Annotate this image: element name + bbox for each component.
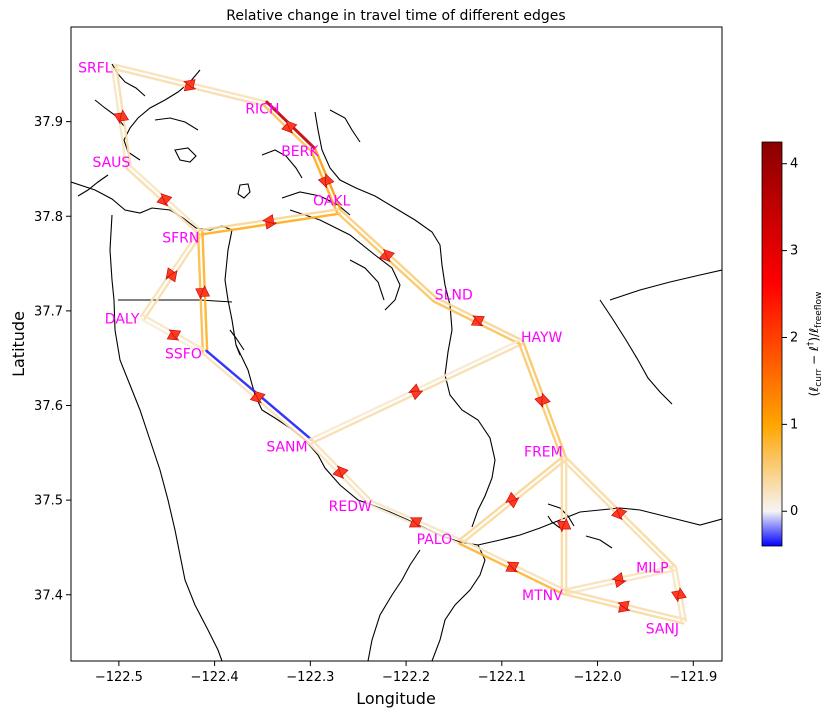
node-label-sanm: SANM [266, 439, 307, 455]
edge-arrow-milp-frem [615, 506, 628, 519]
node-label-mtnv: MTNV [522, 588, 563, 604]
edge-arrow-hayw-slnd [472, 315, 485, 326]
node-label-oakl: OAKL [313, 194, 351, 210]
edge-arrow-frem-hayw [541, 392, 551, 406]
node-label-sanj: SANJ [646, 621, 679, 637]
edge-arrow-oakl-sfrn [262, 214, 275, 225]
node-label-daly: DALY [105, 312, 140, 328]
x-tick-label: −122.4 [191, 670, 239, 685]
colorbar-tick-label: 3 [790, 244, 798, 259]
colorbar-tick-label: 1 [790, 417, 798, 432]
y-tick-label: 37.4 [34, 588, 63, 603]
edge-arrow-ssfo-daly [168, 329, 182, 340]
edge-arrow-palo-redw [409, 517, 423, 527]
edge-arrow-redw-sanm [336, 465, 349, 478]
node-label-ssfo: SSFO [165, 347, 202, 363]
edge-arrow-ssfo-sfrn [199, 285, 211, 297]
edge-arrow-oakl-berk [325, 173, 335, 186]
edge-arrow-sfrn-saus [160, 193, 173, 205]
x-tick-label: −122.1 [478, 670, 526, 685]
edge-arrow-daly-sfrn [166, 270, 178, 283]
y-tick-label: 37.6 [34, 399, 63, 414]
edge-arrow-milp-mtnv [611, 572, 624, 582]
node-label-milp: MILP [636, 560, 668, 576]
edges-layer [110, 63, 688, 625]
edge-arrow-sanj-mtnv [617, 600, 630, 611]
node-label-srfl: SRFL [78, 61, 113, 77]
edge-arrow-sanj-milp [676, 587, 687, 600]
y-tick-label: 37.8 [34, 210, 63, 225]
x-tick-label: −122.2 [382, 670, 430, 685]
y-tick-label: 37.9 [34, 115, 63, 130]
edge-arrow-slnd-oakl [383, 248, 395, 261]
node-label-sfrn: SFRN [162, 230, 199, 246]
x-tick-label: −122.3 [286, 670, 334, 685]
x-tick-label: −122.0 [573, 670, 621, 685]
edge-arrow-berk-rich [285, 120, 298, 132]
x-axis-ticks: −122.5 −122.4 −122.3 −122.2 −122.1 −122.0 −121… [95, 661, 717, 685]
y-tick-label: 37.7 [34, 304, 63, 319]
colorbar [761, 141, 783, 547]
node-label-berk: BERK [281, 144, 319, 160]
edge-arrow-rich-srfl [183, 79, 196, 89]
edge-arrow-sanm-hayw [410, 390, 424, 401]
colorbar-ticks: 0 1 2 3 4 [782, 157, 798, 519]
y-axis-ticks: 37.4 37.5 37.6 37.7 37.8 37.9 [34, 115, 71, 603]
x-axis-label: Longitude [356, 689, 436, 708]
y-axis-label: Latitude [9, 311, 28, 377]
colorbar-tick-label: 0 [790, 504, 798, 519]
x-tick-label: −121.9 [669, 670, 717, 685]
colorbar-tick-label: 4 [790, 157, 798, 172]
node-labels-layer: SRFL RICH BERK OAKL SAUS SFRN DALY SSFO SLND HAYW… [78, 61, 679, 638]
edge-arrow-mtnv-frem [561, 517, 572, 530]
colorbar-label: (ℓcurr − ℓ†)/ℓfreeflow [806, 292, 824, 397]
node-label-redw: REDW [329, 499, 372, 515]
node-label-frem: FREM [524, 444, 563, 460]
node-label-rich: RICH [245, 102, 279, 118]
edge-arrow-mtnv-palo [506, 561, 520, 572]
node-label-saus: SAUS [92, 155, 130, 171]
edge-arrow-sanm-ssfo [253, 390, 266, 402]
coastline-map [71, 63, 722, 661]
node-label-slnd: SLND [435, 288, 473, 304]
x-tick-label: −122.5 [95, 670, 143, 685]
node-label-palo: PALO [417, 532, 452, 548]
plot-frame [70, 26, 723, 662]
node-label-hayw: HAYW [521, 330, 563, 346]
colorbar-tick-label: 2 [790, 330, 798, 345]
y-tick-label: 37.5 [34, 494, 63, 509]
chart-title: Relative change in travel time of differ… [226, 8, 565, 24]
edge-arrow-saus-srfl [119, 109, 129, 122]
edge-arrow-frem-palo [505, 491, 518, 503]
